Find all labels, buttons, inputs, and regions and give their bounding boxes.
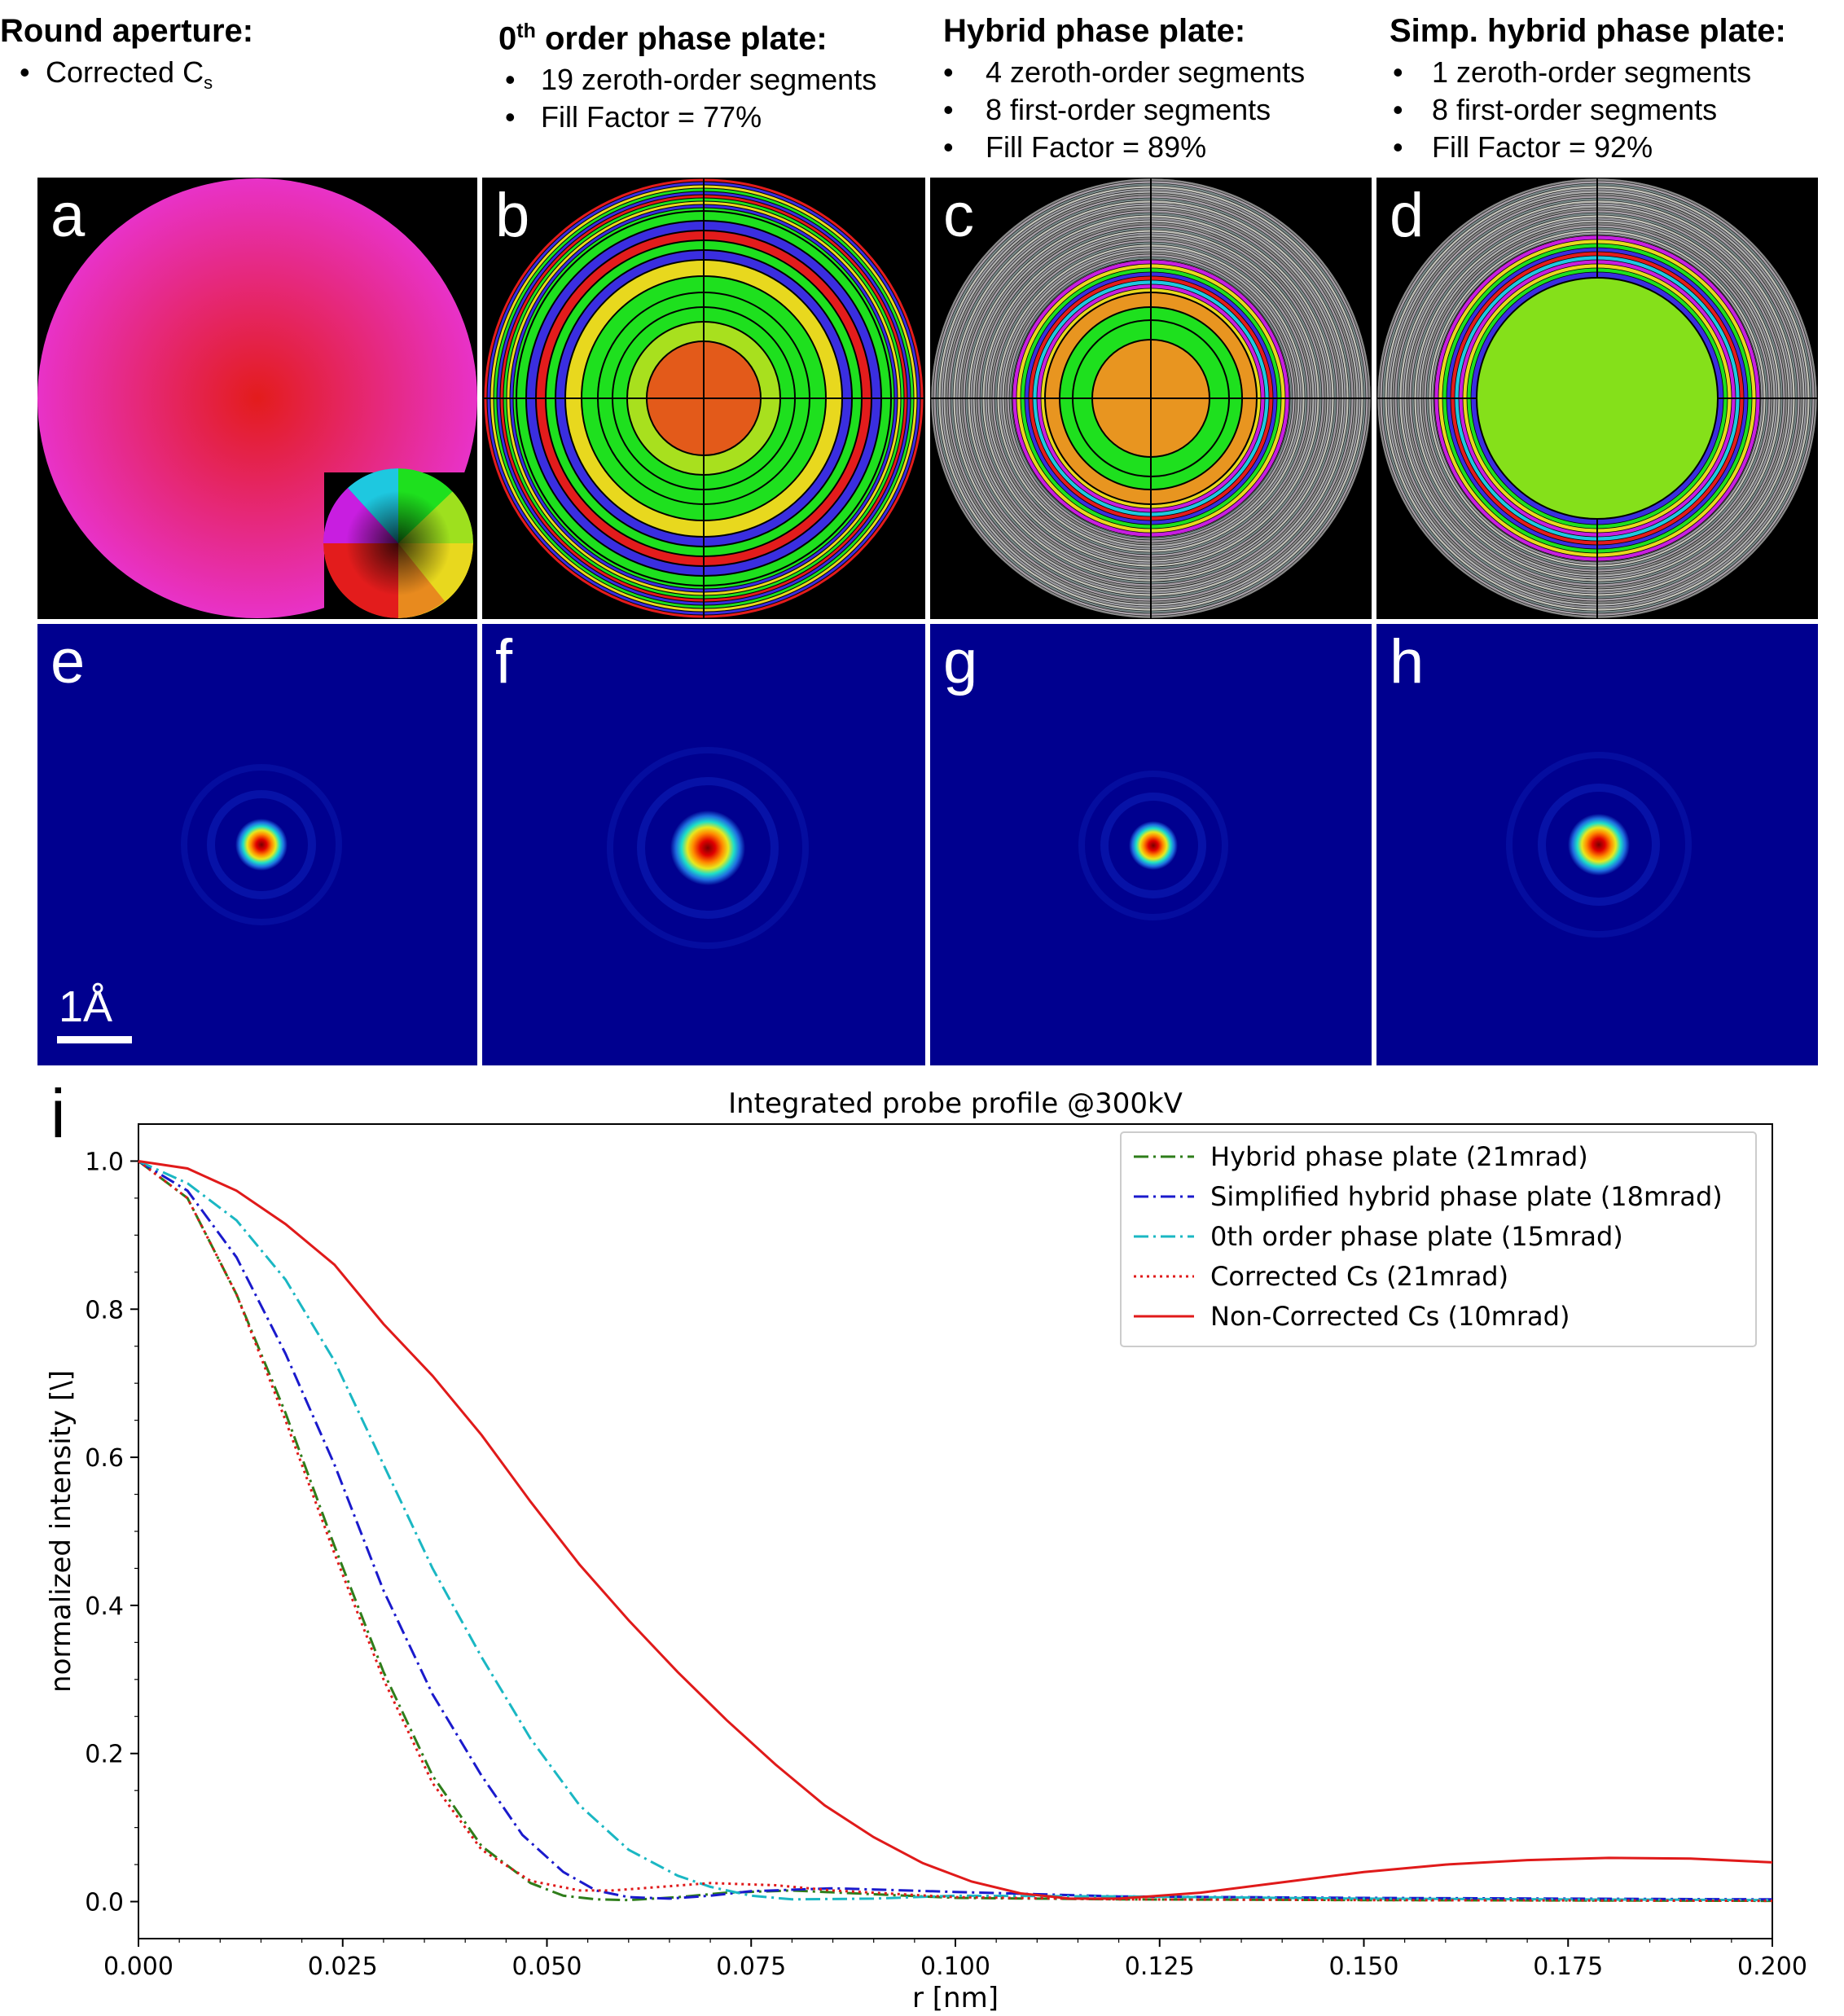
integrated-probe-profile-chart: Integrated probe profile @300kV 0.000 0.02…	[45, 1087, 1807, 2014]
header-item: • Fill Factor = 89%	[943, 130, 1207, 164]
phase-map-svg	[37, 178, 477, 619]
y-axis-label: normalized intensity [\]	[45, 1370, 77, 1693]
header-zeroth-order: 0th order phase plate: • 19 zeroth-order …	[498, 11, 876, 136]
header-list: • Corrected Cs	[0, 54, 253, 102]
panel-h-probe: h	[1376, 624, 1818, 1065]
panel-label-d: d	[1390, 181, 1425, 250]
header-item: • 8 first-order segments	[943, 93, 1271, 126]
x-tick-label: 0.150	[1329, 1952, 1399, 1981]
panel-a-phase-map: a	[37, 178, 477, 619]
probe-ring	[1100, 793, 1206, 898]
panel-label-g: g	[943, 627, 978, 696]
panel-g-probe: g	[930, 624, 1372, 1065]
header-hybrid: Hybrid phase plate: • 4 zeroth-order segm…	[943, 11, 1305, 166]
header-item: • 4 zeroth-order segments	[943, 55, 1306, 89]
header-title: Round aperture:	[0, 13, 254, 49]
legend-entry: Non-Corrected Cs (10mrad)	[1210, 1301, 1570, 1332]
x-tick-label: 0.200	[1737, 1952, 1807, 1981]
header-item: • Fill Factor = 92%	[1393, 130, 1653, 164]
panel-label-c: c	[943, 181, 974, 250]
chart-title: Integrated probe profile @300kV	[728, 1087, 1183, 1120]
x-tick-label: 0.175	[1533, 1952, 1603, 1981]
panel-b-zeroth-order-plate: b	[482, 178, 925, 619]
scale-bar-label: 1Å	[59, 982, 113, 1031]
simp-hybrid-plate-svg	[1376, 178, 1818, 619]
x-tick-label: 0.025	[308, 1952, 378, 1981]
header-item: • 1 zeroth-order segments	[1393, 55, 1752, 89]
probe-f-svg	[607, 747, 809, 949]
x-tick-label: 0.050	[512, 1952, 582, 1981]
panel-label-i: i	[50, 1075, 66, 1152]
header-round-aperture: Round aperture: • Corrected Cs	[0, 11, 253, 102]
probe-ring	[207, 790, 316, 899]
y-tick-label: 1.0	[85, 1148, 124, 1176]
x-tick-label: 0.075	[716, 1952, 786, 1981]
header-list: • 4 zeroth-order segments • 8 first-order …	[943, 54, 1305, 166]
panel-label-a: a	[50, 181, 86, 250]
probe-core	[235, 819, 288, 871]
legend-entry: Simplified hybrid phase plate (18mrad)	[1210, 1181, 1723, 1212]
plate-crosshair	[484, 178, 924, 618]
panel-f-probe: f	[482, 624, 925, 1065]
header-list: • 1 zeroth-order segments • 8 first-order …	[1390, 54, 1786, 166]
legend-entry: Hybrid phase plate (21mrad)	[1210, 1141, 1588, 1172]
series-line	[138, 1160, 1773, 1902]
probe-ring	[181, 764, 342, 925]
scale-bar	[57, 1036, 132, 1043]
y-tick-label: 0.2	[85, 1741, 124, 1769]
probe-core	[1129, 821, 1178, 870]
probe-ring	[607, 747, 809, 949]
header-title: Simp. hybrid phase plate:	[1390, 13, 1786, 49]
legend-entry: 0th order phase plate (15mrad)	[1210, 1221, 1623, 1252]
x-tick-label: 0.000	[103, 1952, 173, 1981]
panel-label-f: f	[495, 627, 513, 696]
x-axis-label: r [nm]	[912, 1982, 999, 2014]
panel-c-hybrid-plate: c	[930, 178, 1372, 619]
header-item: • 8 first-order segments	[1393, 93, 1718, 126]
y-tick-label: 0.6	[85, 1444, 124, 1473]
probe-ring	[637, 777, 779, 919]
probe-ring	[1538, 784, 1660, 906]
y-tick-label: 0.0	[85, 1889, 124, 1917]
series-line	[138, 1160, 1773, 1900]
header-title: 0th order phase plate:	[498, 20, 828, 57]
plate-center-segment	[1476, 277, 1719, 520]
x-tick-label: 0.125	[1125, 1952, 1195, 1981]
probe-g-svg	[1078, 771, 1228, 920]
y-tick-label: 0.8	[85, 1296, 124, 1324]
panel-label-b: b	[495, 181, 530, 250]
header-title: Hybrid phase plate:	[943, 13, 1246, 49]
legend-box	[1120, 1131, 1757, 1347]
legend-entry: Corrected Cs (21mrad)	[1210, 1261, 1508, 1292]
header-item: • Corrected Cs	[20, 55, 213, 94]
panel-label-e: e	[50, 627, 86, 696]
y-tick-label: 0.4	[85, 1592, 124, 1621]
series-line	[138, 1160, 1773, 1903]
panel-d-simp-hybrid-plate: d	[1376, 178, 1818, 619]
plate-crosshair	[1377, 178, 1817, 618]
panel-label-h: h	[1390, 627, 1425, 696]
header-item: • 19 zeroth-order segments	[505, 63, 877, 97]
plate-crosshair	[931, 178, 1371, 618]
panel-e-probe: e 1Å	[37, 624, 477, 1065]
x-tick-label: 0.100	[920, 1952, 990, 1981]
probe-h-svg	[1506, 752, 1692, 938]
colorwheel-icon	[323, 468, 473, 618]
series-line	[138, 1160, 1773, 1901]
header-item: • Fill Factor = 77%	[505, 100, 762, 134]
probe-ring	[1506, 752, 1692, 938]
header-simp-hybrid: Simp. hybrid phase plate: • 1 zeroth-orde…	[1390, 11, 1786, 166]
probe-e-svg	[181, 764, 342, 925]
header-list: • 19 zeroth-order segments • Fill Factor =…	[498, 61, 876, 136]
zeroth-order-plate-svg	[483, 178, 924, 619]
probe-core	[670, 810, 745, 885]
hybrid-plate-svg	[930, 178, 1372, 619]
probe-ring	[1078, 771, 1228, 920]
probe-core	[1568, 814, 1630, 876]
